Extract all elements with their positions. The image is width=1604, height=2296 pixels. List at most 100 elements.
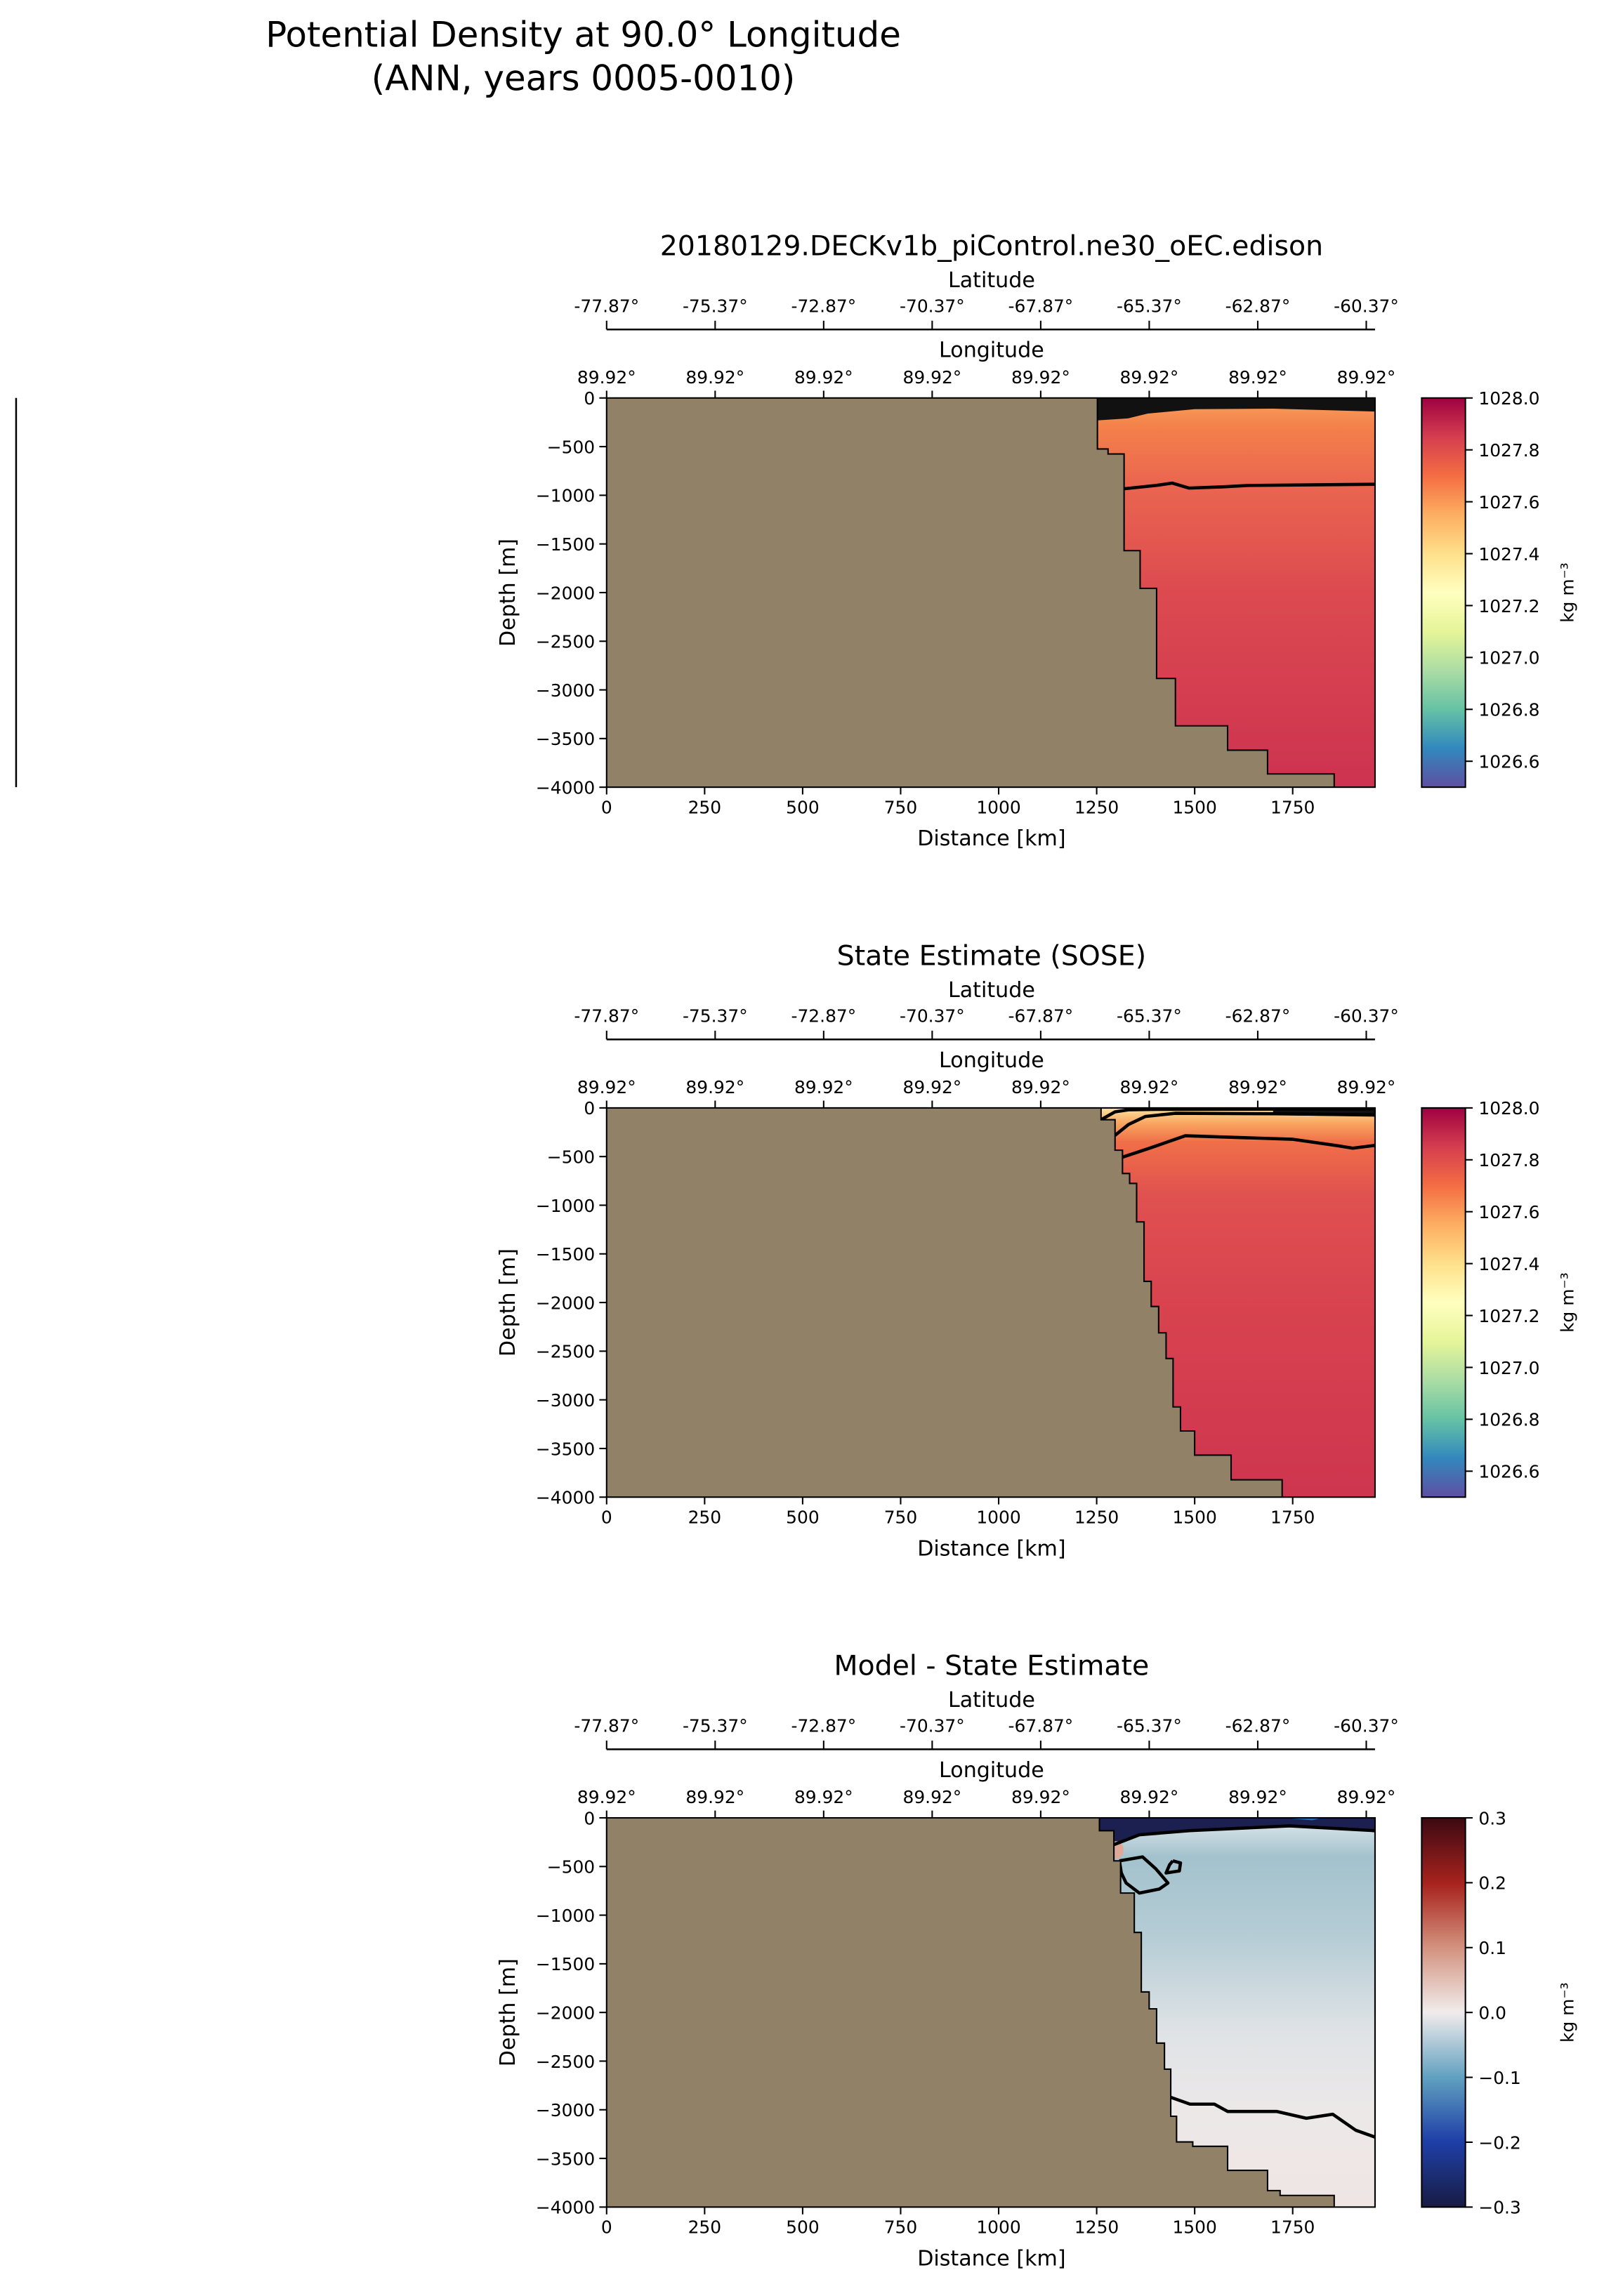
longitude-tick-label: 89.92°	[794, 1787, 853, 1807]
colorbar-label: kg m⁻³	[1557, 1982, 1577, 2043]
x-tick-label: 1000	[976, 2217, 1020, 2238]
seafloor-outline	[1100, 1107, 1283, 1498]
longitude-tick-label: 89.92°	[902, 367, 961, 388]
seafloor-outline	[1096, 397, 1335, 788]
x-tick-label: 1500	[1172, 2217, 1216, 2238]
latitude-tick-label: -60.37°	[1334, 296, 1399, 316]
latitude-tick-label: -67.87°	[1008, 1716, 1074, 1736]
longitude-tick-label: 89.92°	[1228, 1077, 1287, 1097]
y-tick-label: −4000	[536, 777, 595, 798]
colorbar-tick-label: 1027.0	[1478, 648, 1539, 668]
longitude-axis-label: Longitude	[939, 338, 1044, 363]
colorbar-tick-label: 0.2	[1478, 1873, 1506, 1894]
colorbar-tick-label: 1027.8	[1478, 1150, 1539, 1170]
latitude-tick-label: -62.87°	[1225, 1005, 1291, 1026]
colorbar-tick-label: 1027.6	[1478, 492, 1539, 513]
latitude-tick-label: -75.37°	[683, 1716, 748, 1736]
latitude-tick-label: -67.87°	[1008, 296, 1074, 316]
longitude-tick-label: 89.92°	[1228, 1787, 1287, 1807]
colorbar-tick-label: 1028.0	[1478, 1098, 1539, 1119]
seafloor-land	[606, 1107, 1282, 1498]
latitude-tick-label: -72.87°	[791, 1716, 856, 1736]
y-tick-label: −1500	[536, 1954, 595, 1974]
y-tick-label: −2000	[536, 2003, 595, 2024]
y-tick-label: −4000	[536, 2198, 595, 2218]
y-tick-label: −3000	[536, 680, 595, 701]
y-axis-label: Depth [m]	[496, 539, 520, 647]
longitude-axis-label: Longitude	[939, 1048, 1044, 1073]
colorbar-tick-label: 0.0	[1478, 2003, 1506, 2024]
latitude-tick-label: -65.37°	[1117, 1005, 1182, 1026]
x-tick-label: 500	[786, 798, 820, 818]
figure-title-line1: Potential Density at 90.0° Longitude	[265, 14, 901, 55]
colorbar-tick-label: 0.1	[1478, 1938, 1506, 1958]
y-tick-label: −1000	[536, 1196, 595, 1216]
y-tick-label: −2500	[536, 2052, 595, 2072]
y-tick-label: −3000	[536, 1390, 595, 1411]
latitude-tick-label: -62.87°	[1225, 296, 1291, 316]
latitude-tick-label: -77.87°	[574, 296, 639, 316]
longitude-tick-label: 89.92°	[685, 1787, 744, 1807]
longitude-tick-label: 89.92°	[1120, 1787, 1179, 1807]
colorbar-tick-label: 1027.2	[1478, 596, 1539, 616]
x-tick-label: 0	[601, 798, 612, 818]
panel-1: 20180129.DECKv1b_piControl.ne30_oEC.edis…	[496, 230, 1577, 851]
x-tick-label: 1250	[1074, 798, 1119, 818]
surface-layer	[1099, 1818, 1375, 1845]
figure-title-line2: (ANN, years 0005-0010)	[372, 58, 796, 99]
latitude-tick-label: -60.37°	[1334, 1005, 1399, 1026]
longitude-tick-label: 89.92°	[902, 1077, 961, 1097]
y-tick-label: −500	[547, 1147, 595, 1168]
x-tick-label: 1000	[976, 798, 1020, 818]
negative-anomaly-patch	[1289, 1818, 1320, 1821]
longitude-tick-label: 89.92°	[794, 1077, 853, 1097]
longitude-tick-label: 89.92°	[577, 1787, 636, 1807]
longitude-tick-label: 89.92°	[1011, 1787, 1070, 1807]
colorbar-tick-label: 1027.0	[1478, 1358, 1539, 1378]
longitude-tick-label: 89.92°	[1011, 367, 1070, 388]
longitude-axis-label: Longitude	[939, 1758, 1044, 1783]
longitude-tick-label: 89.92°	[794, 367, 853, 388]
y-tick-label: −500	[547, 1857, 595, 1878]
y-tick-label: −1000	[536, 486, 595, 506]
latitude-axis-label: Latitude	[948, 268, 1035, 293]
x-tick-label: 1250	[1074, 1507, 1119, 1528]
colorbar-tick-label: 0.3	[1478, 1808, 1506, 1828]
seafloor-land	[606, 1818, 1334, 2208]
colorbar	[1421, 1816, 1466, 2208]
x-tick-label: 1500	[1172, 798, 1216, 818]
y-tick-label: −2000	[536, 1293, 595, 1313]
seafloor-land	[606, 397, 1334, 788]
y-axis-label: Depth [m]	[496, 1248, 520, 1357]
x-tick-label: 0	[601, 1507, 612, 1528]
panel-title: State Estimate (SOSE)	[837, 939, 1146, 972]
longitude-tick-label: 89.92°	[1337, 1077, 1396, 1097]
longitude-tick-label: 89.92°	[1011, 1077, 1070, 1097]
x-tick-label: 250	[688, 798, 722, 818]
colorbar	[1421, 1107, 1466, 1498]
y-tick-label: −3500	[536, 1439, 595, 1459]
y-tick-label: 0	[584, 1098, 595, 1119]
latitude-tick-label: -70.37°	[900, 296, 965, 316]
latitude-tick-label: -62.87°	[1225, 1716, 1291, 1736]
x-tick-label: 750	[884, 1507, 918, 1528]
longitude-tick-label: 89.92°	[902, 1787, 961, 1807]
x-tick-label: 250	[688, 2217, 722, 2238]
panel-title: 20180129.DECKv1b_piControl.ne30_oEC.edis…	[660, 230, 1323, 262]
latitude-tick-label: -75.37°	[683, 1005, 748, 1026]
longitude-tick-label: 89.92°	[685, 1077, 744, 1097]
x-tick-label: 1250	[1074, 2217, 1119, 2238]
colorbar-tick-label: 1027.8	[1478, 440, 1539, 461]
colorbar-label: kg m⁻³	[1557, 562, 1577, 623]
latitude-axis-label: Latitude	[948, 1688, 1035, 1713]
latitude-tick-label: -75.37°	[683, 296, 748, 316]
y-tick-label: −500	[547, 437, 595, 457]
colorbar-tick-label: 1027.4	[1478, 1254, 1539, 1274]
contour-line	[1170, 2095, 1376, 2139]
y-tick-label: −2500	[536, 1342, 595, 1362]
x-tick-label: 1500	[1172, 1507, 1216, 1528]
y-tick-label: 0	[584, 1808, 595, 1828]
y-tick-label: −3500	[536, 2149, 595, 2169]
y-tick-label: −2500	[536, 632, 595, 652]
